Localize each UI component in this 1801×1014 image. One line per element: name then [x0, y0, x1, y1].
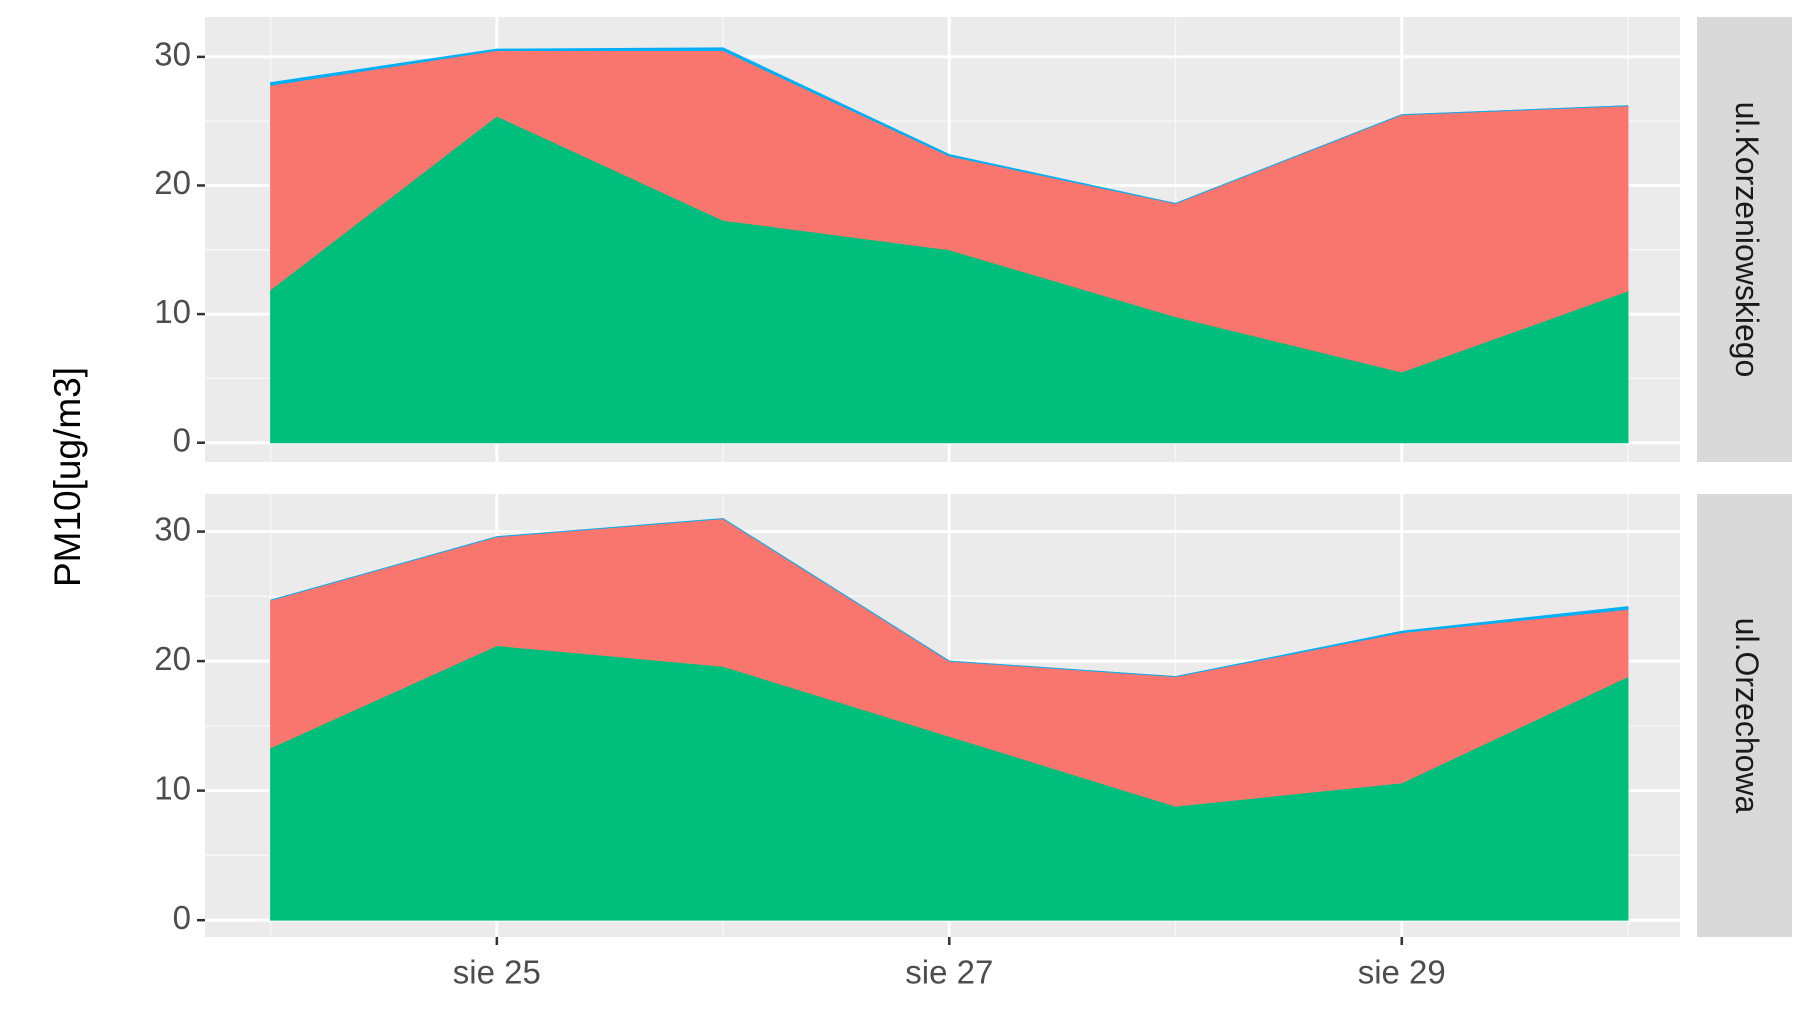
- y-tick-label: 0: [173, 421, 191, 458]
- x-tick-label: sie 29: [1358, 954, 1446, 991]
- y-tick-label: 0: [173, 899, 191, 936]
- x-tick-label: sie 25: [453, 954, 541, 991]
- area: [270, 518, 1629, 678]
- y-tick-label: 30: [154, 510, 191, 547]
- area: [270, 47, 1628, 205]
- y-tick-label: 20: [154, 164, 191, 201]
- strip-label: ul.Orzechowa: [1729, 618, 1765, 814]
- strip-background: [1697, 17, 1792, 462]
- strip-background: [1697, 494, 1792, 937]
- y-tick-label: 10: [154, 769, 191, 806]
- y-axis-title: PM10[ug/m3]: [47, 367, 88, 587]
- x-tick-label: sie 27: [905, 954, 993, 991]
- strip-label: ul.Korzeniowskiego: [1729, 102, 1765, 378]
- y-tick-label: 30: [154, 36, 191, 73]
- y-tick-label: 20: [154, 640, 191, 677]
- y-tick-label: 10: [154, 293, 191, 330]
